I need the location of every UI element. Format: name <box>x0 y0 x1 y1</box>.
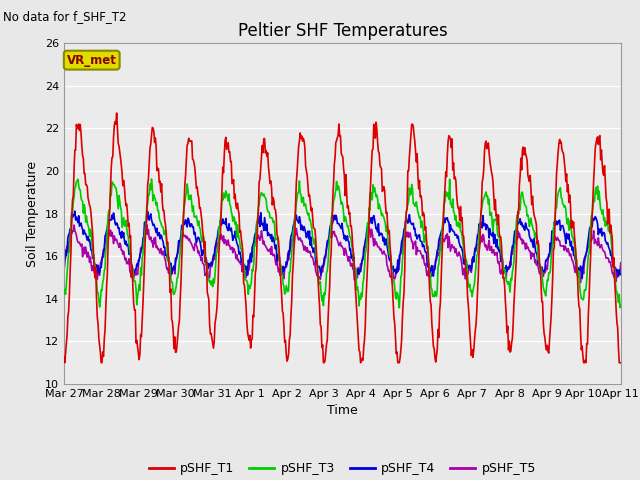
pSHF_T5 <box>214 243 222 249</box>
pSHF_T3 <box>127 262 135 267</box>
pSHF_T4 <box>214 228 222 234</box>
pSHF_T4 <box>71 208 79 214</box>
pSHF_T5 <box>411 240 419 245</box>
pSHF_T5 <box>185 238 193 243</box>
Line: pSHF_T5: pSHF_T5 <box>64 225 621 283</box>
pSHF_T4 <box>617 272 625 277</box>
pSHF_T1 <box>60 354 68 360</box>
pSHF_T3 <box>185 196 193 202</box>
pSHF_T4 <box>428 264 435 270</box>
pSHF_T3 <box>428 286 436 292</box>
Line: pSHF_T4: pSHF_T4 <box>64 211 621 278</box>
Y-axis label: Soil Temperature: Soil Temperature <box>26 161 39 266</box>
pSHF_T3 <box>70 194 78 200</box>
pSHF_T5 <box>577 280 584 286</box>
Legend: pSHF_T1, pSHF_T3, pSHF_T4, pSHF_T5: pSHF_T1, pSHF_T3, pSHF_T4, pSHF_T5 <box>144 457 541 480</box>
pSHF_T4 <box>60 268 68 274</box>
pSHF_T1 <box>61 360 68 366</box>
pSHF_T3 <box>214 244 222 250</box>
pSHF_T3 <box>60 291 68 297</box>
Line: pSHF_T3: pSHF_T3 <box>64 179 621 308</box>
Text: VR_met: VR_met <box>67 54 116 67</box>
Title: Peltier SHF Temperatures: Peltier SHF Temperatures <box>237 22 447 40</box>
pSHF_T4 <box>411 226 419 231</box>
pSHF_T3 <box>148 176 156 182</box>
pSHF_T5 <box>617 260 625 265</box>
pSHF_T5 <box>428 271 435 277</box>
pSHF_T1 <box>215 252 223 257</box>
pSHF_T1 <box>412 148 419 154</box>
Line: pSHF_T1: pSHF_T1 <box>64 113 621 363</box>
pSHF_T1 <box>186 138 193 144</box>
pSHF_T1 <box>113 110 120 116</box>
pSHF_T5 <box>60 269 68 275</box>
Text: No data for f_SHF_T2: No data for f_SHF_T2 <box>3 10 127 23</box>
pSHF_T4 <box>128 264 136 269</box>
pSHF_T4 <box>185 217 193 223</box>
X-axis label: Time: Time <box>327 405 358 418</box>
pSHF_T4 <box>70 213 78 218</box>
pSHF_T3 <box>412 203 419 209</box>
pSHF_T3 <box>396 305 403 311</box>
pSHF_T1 <box>428 321 436 326</box>
pSHF_T5 <box>143 222 150 228</box>
pSHF_T1 <box>129 286 137 291</box>
pSHF_T3 <box>617 303 625 309</box>
pSHF_T1 <box>71 147 79 153</box>
pSHF_T4 <box>578 276 586 281</box>
pSHF_T5 <box>127 273 135 279</box>
pSHF_T1 <box>617 360 625 366</box>
pSHF_T5 <box>70 222 78 228</box>
